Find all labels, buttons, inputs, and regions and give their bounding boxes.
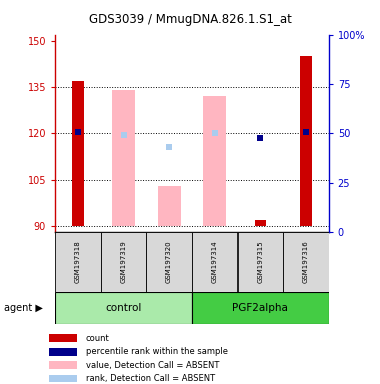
Bar <box>49 334 77 342</box>
Text: PGF2alpha: PGF2alpha <box>232 303 288 313</box>
Bar <box>300 56 312 226</box>
Bar <box>49 361 77 369</box>
Text: GSM197318: GSM197318 <box>75 241 81 283</box>
Bar <box>72 81 84 226</box>
Bar <box>158 186 180 226</box>
Text: agent ▶: agent ▶ <box>4 303 43 313</box>
Bar <box>203 96 226 226</box>
Text: GSM197320: GSM197320 <box>166 241 172 283</box>
Text: rank, Detection Call = ABSENT: rank, Detection Call = ABSENT <box>86 374 215 383</box>
Text: percentile rank within the sample: percentile rank within the sample <box>86 347 228 356</box>
Bar <box>238 232 283 292</box>
Text: control: control <box>105 303 142 313</box>
Text: GSM197319: GSM197319 <box>120 241 127 283</box>
Bar <box>55 232 101 292</box>
Text: value, Detection Call = ABSENT: value, Detection Call = ABSENT <box>86 361 219 369</box>
Bar <box>112 90 135 226</box>
Bar <box>192 292 329 324</box>
Bar <box>49 374 77 382</box>
Bar <box>55 292 192 324</box>
Bar <box>255 220 266 226</box>
Bar <box>49 348 77 356</box>
Text: GSM197315: GSM197315 <box>257 241 263 283</box>
Text: GSM197314: GSM197314 <box>212 241 218 283</box>
Text: count: count <box>86 334 109 343</box>
Text: GDS3039 / MmugDNA.826.1.S1_at: GDS3039 / MmugDNA.826.1.S1_at <box>89 13 291 26</box>
Bar <box>101 232 146 292</box>
Bar <box>192 232 238 292</box>
Bar <box>146 232 192 292</box>
Text: GSM197316: GSM197316 <box>303 241 309 283</box>
Bar <box>283 232 329 292</box>
